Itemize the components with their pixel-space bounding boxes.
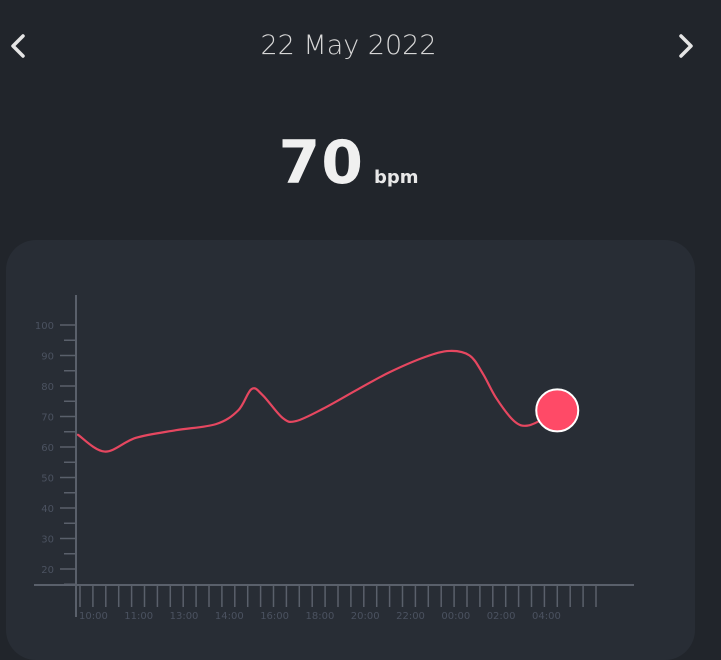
x-tick-label: 00:00 (441, 611, 470, 622)
y-tick-label: 60 (41, 443, 54, 454)
x-tick-label: 18:00 (306, 611, 335, 622)
y-tick-label: 20 (41, 565, 54, 576)
x-tick-label: 14:00 (215, 611, 244, 622)
chart-card: 20 30 40 50 60 70 80 90 100 10:00 11:00 13:00 14:00… (6, 240, 695, 660)
y-tick-label: 30 (41, 535, 54, 546)
heart-rate-value: 70 (278, 128, 364, 198)
series-group (76, 349, 580, 453)
y-tick-label: 70 (41, 413, 54, 424)
y-tick-label: 40 (41, 504, 54, 515)
y-tick-label: 90 (41, 352, 54, 363)
current-value-marker[interactable] (535, 388, 580, 433)
next-day-button[interactable] (668, 28, 704, 64)
y-tick-label: 50 (41, 474, 54, 485)
heart-rate-unit: bpm (373, 167, 419, 188)
chevron-left-icon (11, 34, 25, 58)
heart-rate-chart[interactable]: 20 30 40 50 60 70 80 90 100 10:00 11:00 13:00 14:00… (6, 240, 695, 660)
y-axis: 20 30 40 50 60 70 80 90 100 (35, 295, 77, 617)
previous-day-button[interactable] (0, 28, 36, 64)
chevron-right-icon (679, 34, 693, 58)
x-axis: 10:00 11:00 13:00 14:00 16:00 18:00 20:00 22:00… (34, 584, 634, 622)
y-tick-label: 80 (41, 382, 54, 393)
x-tick-label: 20:00 (351, 611, 380, 622)
x-tick-label: 10:00 (79, 611, 108, 622)
x-tick-label: 11:00 (124, 611, 153, 622)
date-label: 22 May 2022 (260, 30, 437, 61)
x-tick-label: 02:00 (487, 611, 516, 622)
x-tick-label: 16:00 (260, 611, 289, 622)
heart-rate-reading: 70 bpm (0, 128, 697, 198)
x-tick-label: 13:00 (170, 611, 199, 622)
y-tick-label: 100 (35, 321, 54, 332)
heart-rate-line (76, 349, 547, 453)
x-tick-label: 04:00 (532, 611, 561, 622)
x-tick-label: 22:00 (396, 611, 425, 622)
